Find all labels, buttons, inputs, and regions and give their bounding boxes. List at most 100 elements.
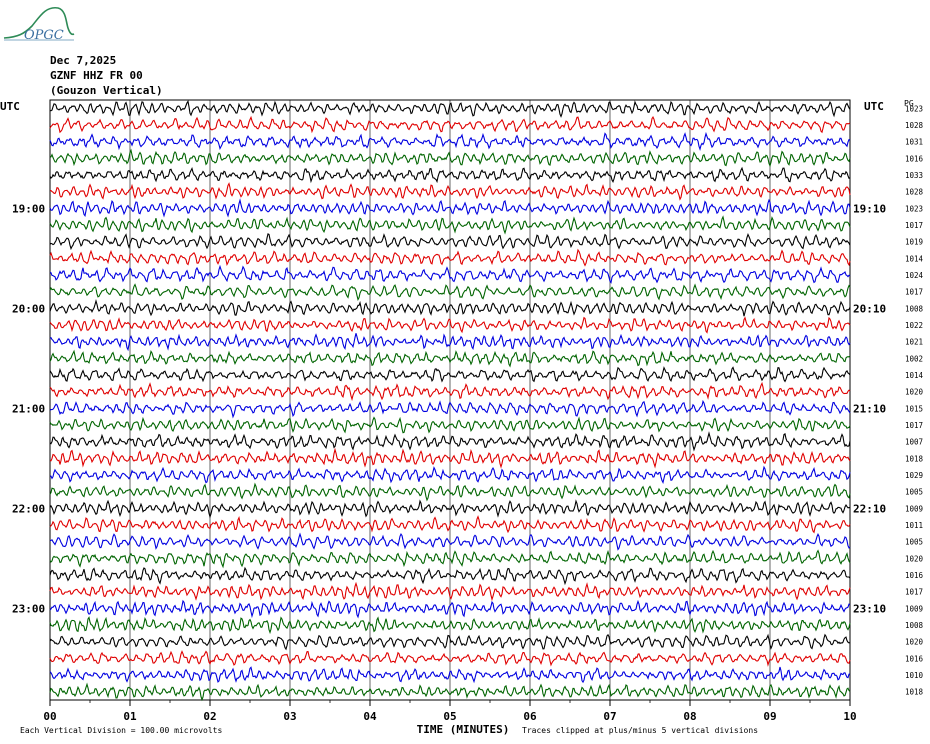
gain-label: 1017 [905,421,923,430]
gain-label: 1029 [905,471,923,480]
seismic-trace [49,233,851,251]
gain-label: 1017 [905,288,923,297]
gain-label: 1014 [905,254,924,263]
x-tick-label: 03 [283,710,296,723]
left-time-label: 22:00 [12,502,45,515]
gain-label: 1018 [905,454,924,463]
seismic-trace [49,447,851,469]
gain-label: 1028 [905,188,924,197]
gain-label: 1015 [905,404,923,413]
left-time-label: 20:00 [12,302,45,315]
opgc-logo: OPGC [3,6,75,43]
seismic-trace [49,566,851,586]
right-time-label: 23:10 [853,602,886,615]
seismic-trace [49,399,851,419]
left-time-label: 21:00 [12,402,45,415]
seismic-trace [49,283,851,301]
right-time-label: 21:10 [853,402,886,415]
gain-label: 1008 [905,304,924,313]
seismic-trace [49,333,851,352]
gain-label: 1021 [905,338,923,347]
gain-label: 1009 [905,604,923,613]
seismic-trace [49,298,851,317]
gain-label: 1019 [905,238,923,247]
seismic-trace [49,115,851,134]
gain-column-title: PG [904,99,914,108]
seismic-trace [49,166,851,184]
gain-label: 1005 [905,488,923,497]
gain-label: 1008 [905,621,924,630]
seismic-trace [49,581,851,602]
seismic-trace [49,633,851,651]
gain-label: 1016 [905,154,924,163]
gain-label: 1002 [905,354,923,363]
seismic-trace [49,198,851,218]
seismic-trace [49,316,851,334]
seismic-trace [49,349,851,368]
gain-label: 1005 [905,538,923,547]
gain-label: 1007 [905,438,923,447]
station-label: GZNF HHZ FR 00 [50,69,143,82]
x-tick-label: 00 [43,710,56,723]
seismic-trace [49,515,851,534]
seismic-trace [49,616,851,635]
gain-label: 1031 [905,138,923,147]
x-tick-label: 04 [363,710,377,723]
gain-label: 1028 [905,121,924,130]
x-tick-label: 05 [443,710,456,723]
left-time-label: 19:00 [12,202,45,215]
seismic-trace [49,416,851,434]
x-tick-label: 08 [683,710,696,723]
seismic-trace [49,482,851,502]
right-time-label: 20:10 [853,302,886,315]
left-axis-title: UTC [0,100,20,113]
x-axis-title: TIME (MINUTES) [417,723,510,736]
x-tick-label: 02 [203,710,216,723]
seismic-trace [49,682,851,702]
gain-label: 1011 [905,521,923,530]
seismic-trace [49,215,851,235]
gain-label: 1016 [905,654,924,663]
gain-label: 1024 [905,271,924,280]
gain-label: 1033 [905,171,923,180]
gain-label: 1017 [905,588,923,597]
x-tick-label: 06 [523,710,537,723]
gain-label: 1009 [905,504,923,513]
clipping-note: Traces clipped at plus/minus 5 vertical … [522,726,758,735]
right-time-label: 19:10 [853,202,886,215]
seismic-trace [49,549,851,569]
right-time-label: 22:10 [853,502,886,515]
right-axis-title: UTC [864,100,884,113]
x-tick-label: 01 [123,710,137,723]
gain-label: 1022 [905,321,923,330]
gain-label: 1014 [905,371,924,380]
seismic-trace [49,532,851,551]
site-label: (Gouzon Vertical) [50,84,163,97]
logo-text: OPGC [24,28,64,43]
left-time-label: 23:00 [12,602,45,615]
seismic-trace [49,148,851,168]
seismic-trace [49,381,851,402]
gain-label: 1023 [905,204,923,213]
seismic-trace [49,366,851,383]
gain-label: 1020 [905,554,924,563]
vertical-division-note: Each Vertical Division = 100.00 microvol… [20,726,222,735]
gain-label: 1018 [905,688,924,697]
seismic-trace [50,182,851,201]
seismic-trace [49,131,851,151]
seismic-trace [49,499,851,519]
gain-label: 1023 [905,104,923,113]
seismic-trace [49,666,851,684]
gain-label: 1016 [905,571,924,580]
seismic-trace [49,465,851,484]
x-tick-label: 07 [603,710,616,723]
gain-label: 1010 [905,671,924,680]
seismic-trace [49,650,851,667]
x-tick-label: 09 [763,710,776,723]
x-tick-label: 10 [843,710,856,723]
seismic-trace [49,599,851,619]
gain-label: 1017 [905,221,923,230]
seismic-trace [49,248,851,267]
seismic-trace [49,431,851,452]
